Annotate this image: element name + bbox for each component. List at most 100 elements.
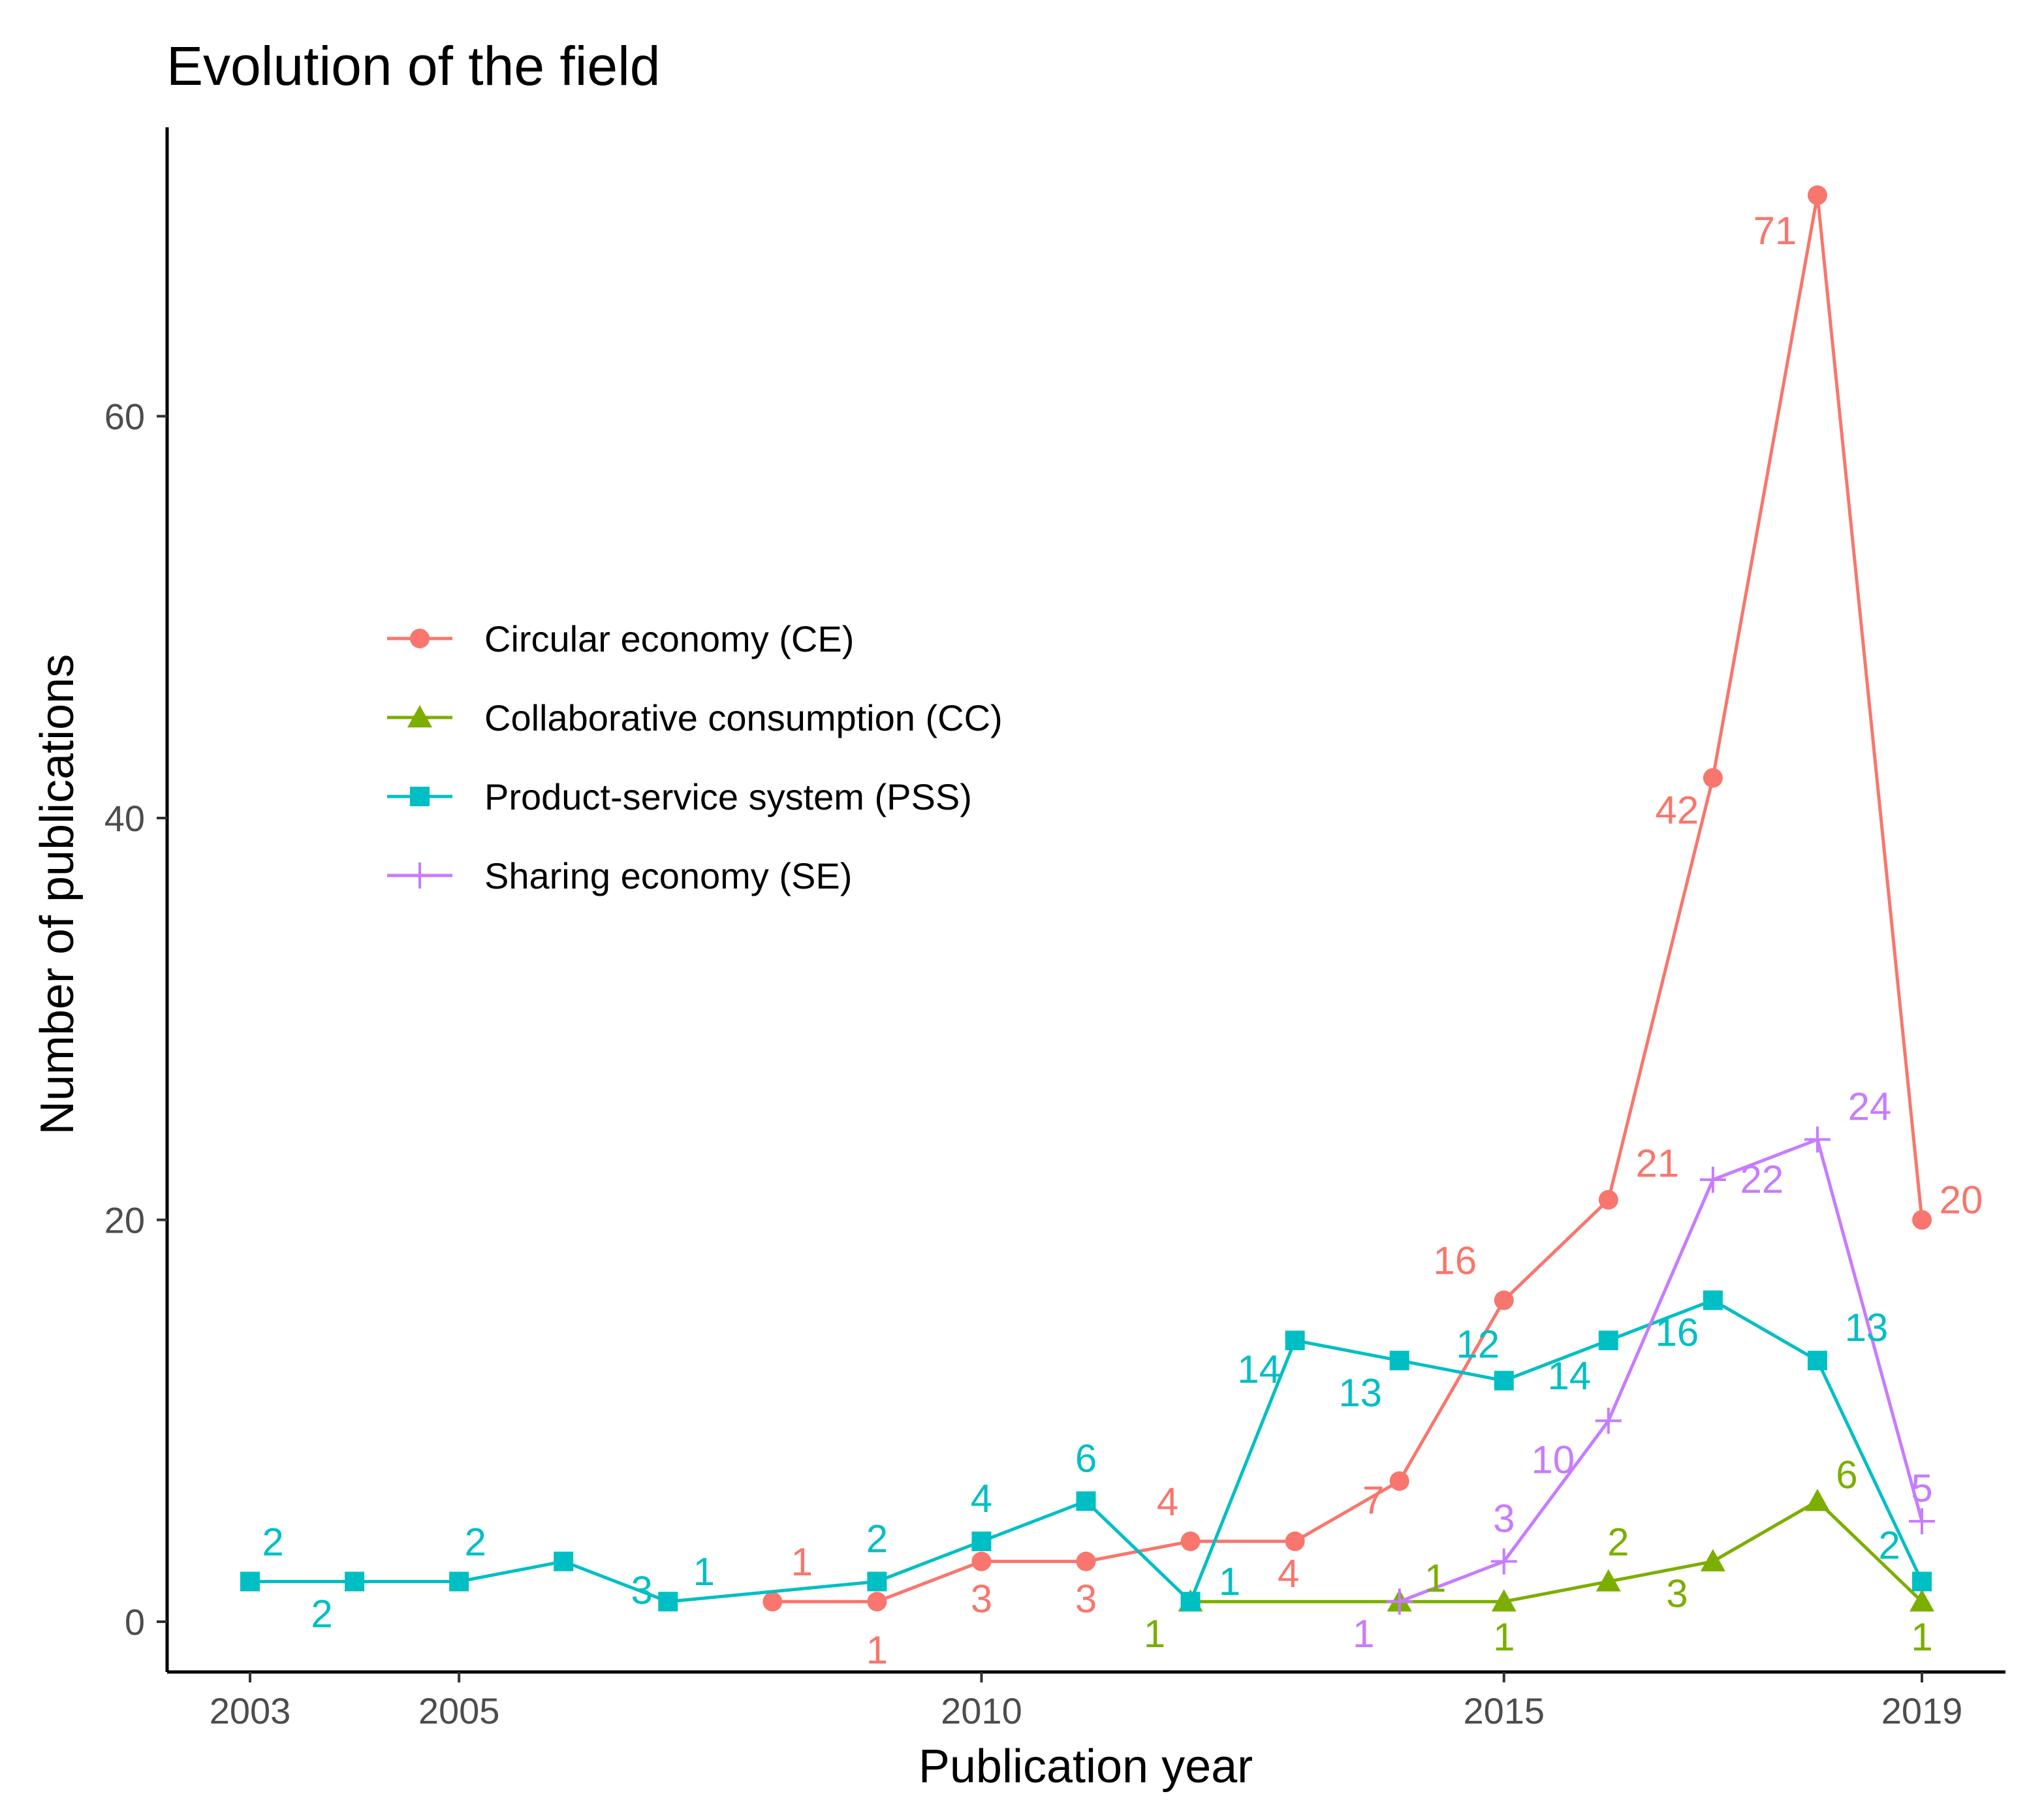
data-label: 7 — [1362, 1479, 1384, 1522]
data-point — [1807, 1350, 1827, 1370]
data-label: 3 — [631, 1569, 653, 1613]
data-point — [1491, 1589, 1517, 1612]
legend-label: Circular economy (CE) — [484, 618, 854, 659]
legend-label: Product-service system (PSS) — [484, 776, 972, 817]
data-point — [1910, 1589, 1934, 1612]
data-label: 42 — [1656, 788, 1699, 832]
x-tick-label: 2005 — [418, 1690, 500, 1731]
data-point — [971, 1551, 992, 1571]
data-point — [1494, 1290, 1514, 1310]
data-point — [1386, 1588, 1413, 1615]
data-point — [867, 1592, 887, 1612]
series-square — [240, 1290, 1932, 1612]
data-label: 3 — [971, 1577, 992, 1621]
data-point — [1490, 1548, 1517, 1575]
data-label: 2 — [262, 1520, 283, 1564]
y-tick-label: 60 — [104, 396, 145, 437]
data-label: 4 — [1278, 1552, 1299, 1596]
x-axis-label: Publication year — [919, 1741, 1253, 1793]
data-label: 2 — [1878, 1523, 1900, 1567]
data-point — [1180, 1592, 1201, 1612]
data-label: 2 — [866, 1517, 888, 1560]
data-point — [1804, 1489, 1830, 1511]
data-point — [1595, 1408, 1622, 1434]
legend-item: Sharing economy (SE) — [387, 855, 852, 896]
x-tick-label: 2019 — [1881, 1690, 1963, 1731]
data-point — [1699, 1166, 1726, 1193]
y-tick-label: 20 — [104, 1200, 145, 1241]
data-label: 1 — [791, 1540, 813, 1584]
data-label: 10 — [1531, 1438, 1575, 1481]
data-point — [971, 1531, 992, 1551]
data-point — [1700, 1549, 1725, 1571]
data-point — [1494, 1370, 1514, 1391]
data-point — [1180, 1531, 1201, 1551]
data-label: 3 — [1493, 1497, 1515, 1541]
data-point — [658, 1592, 678, 1612]
data-label: 3 — [1666, 1572, 1688, 1616]
data-point — [1807, 185, 1827, 205]
x-tick-label: 2010 — [941, 1690, 1022, 1731]
data-point — [1285, 1331, 1305, 1351]
x-axis-ticks: 2003 2005 2010 2015 2019 — [210, 1672, 1963, 1731]
legend-label: Sharing economy (SE) — [484, 855, 852, 896]
data-point — [1598, 1331, 1618, 1351]
data-label: 2 — [1607, 1520, 1629, 1564]
data-point — [449, 1571, 469, 1592]
legend: Circular economy (CE) Collaborative consu… — [387, 618, 1003, 896]
data-point — [1804, 1126, 1831, 1153]
data-point — [1076, 1491, 1096, 1511]
x-tick-label: 2015 — [1463, 1690, 1545, 1731]
data-point — [1909, 1508, 1935, 1535]
data-label: 13 — [1845, 1306, 1889, 1349]
data-label: 6 — [1836, 1453, 1857, 1496]
data-label: 24 — [1848, 1084, 1892, 1128]
legend-label: Collaborative consumption (CC) — [484, 697, 1003, 738]
data-label: 4 — [1157, 1480, 1178, 1524]
data-label: 14 — [1547, 1354, 1591, 1398]
y-axis-ticks: 0 20 40 60 — [104, 396, 167, 1643]
data-label: 1 — [1353, 1612, 1374, 1656]
data-point — [1598, 1190, 1618, 1210]
legend-item: Product-service system (PSS) — [387, 776, 972, 817]
data-label: 1 — [1219, 1560, 1240, 1603]
data-point — [1389, 1350, 1409, 1370]
data-label: 20 — [1940, 1178, 1983, 1222]
data-point — [1703, 1290, 1723, 1310]
data-label: 4 — [971, 1477, 992, 1521]
data-label: 16 — [1433, 1239, 1477, 1283]
data-label: 2 — [311, 1592, 332, 1635]
data-label: 13 — [1338, 1371, 1382, 1415]
data-point — [867, 1571, 887, 1592]
data-point — [1389, 1471, 1409, 1491]
data-label: 6 — [1075, 1436, 1097, 1480]
series-circle — [763, 185, 1932, 1612]
chart-title: Evolution of the field — [166, 35, 661, 97]
data-label: 71 — [1753, 209, 1797, 253]
data-label: 1 — [1493, 1615, 1515, 1659]
y-axis-label: Number of publications — [31, 654, 84, 1135]
y-tick-label: 40 — [104, 798, 145, 839]
data-point — [554, 1551, 574, 1571]
data-label: 21 — [1635, 1142, 1679, 1186]
data-point — [410, 787, 430, 806]
data-point — [240, 1571, 260, 1592]
data-label: 2 — [464, 1520, 486, 1564]
data-label: 1 — [1424, 1556, 1446, 1600]
series-line — [250, 1299, 1924, 1603]
data-point — [1076, 1551, 1096, 1571]
data-label: 3 — [1075, 1577, 1097, 1621]
data-point — [410, 629, 430, 648]
data-label: 16 — [1656, 1311, 1699, 1355]
data-point — [1285, 1531, 1305, 1551]
x-tick-label: 2003 — [210, 1690, 291, 1731]
series-layer — [240, 185, 1935, 1615]
data-point — [1912, 1571, 1932, 1592]
series-line — [772, 193, 1924, 1603]
data-point — [763, 1592, 783, 1612]
data-label: 1 — [1144, 1612, 1165, 1656]
data-label: 1 — [1911, 1615, 1932, 1659]
y-tick-label: 0 — [125, 1601, 145, 1643]
